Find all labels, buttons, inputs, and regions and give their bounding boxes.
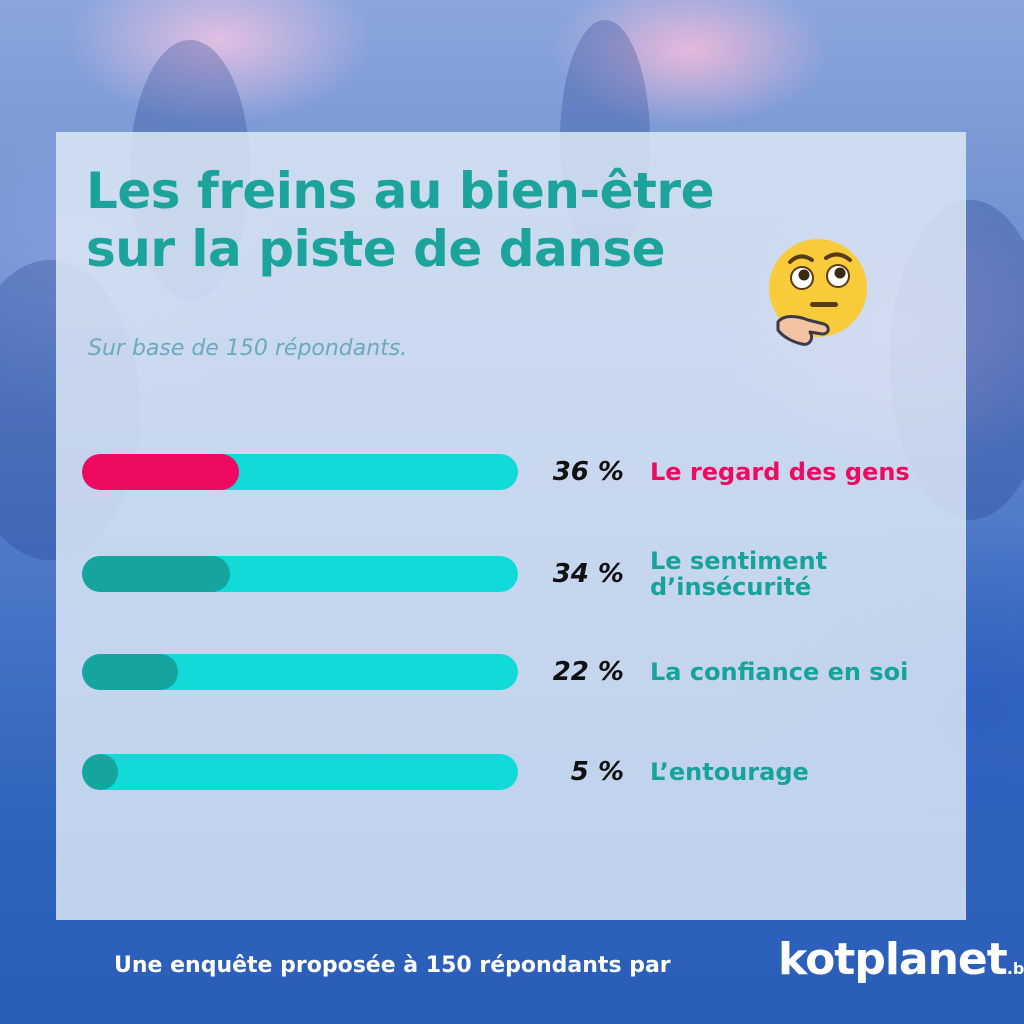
- kotplanet-logo: kotplanet.be: [778, 932, 1024, 997]
- chart-subtitle: Sur base de 150 répondants.: [88, 336, 408, 361]
- title-line-2: sur la piste de danse: [86, 220, 666, 278]
- logo-main: kotplanet: [778, 934, 1008, 985]
- page-title: Les freins au bien-être sur la piste de …: [86, 162, 786, 278]
- category-label-line: Le sentiment: [650, 547, 828, 575]
- bar-value-label: 22 %: [552, 657, 624, 687]
- category-label-line: L’entourage: [650, 758, 809, 786]
- bar-track: [82, 454, 518, 490]
- bar-track: [82, 654, 518, 690]
- title-line-1: Les freins au bien-être: [86, 162, 714, 220]
- bar-value-label: 5 %: [570, 757, 624, 787]
- footer-text: Une enquête proposée à 150 répondants pa…: [114, 953, 671, 978]
- category-label: L’entourage: [650, 759, 970, 785]
- bar-value-label: 36 %: [552, 457, 624, 487]
- bar-fill: [82, 654, 178, 690]
- bar-row: 36 % Le regard des gens: [82, 452, 982, 492]
- thinking-face-icon: [769, 239, 867, 346]
- category-label: La confiance en soi: [650, 659, 970, 685]
- bar-fill: [82, 556, 231, 592]
- logo-suffix: .be: [1006, 959, 1024, 978]
- bar-value-label: 34 %: [552, 559, 624, 589]
- bar-row: 5 % L’entourage: [82, 752, 982, 792]
- bar-fill: [82, 454, 239, 490]
- category-label-line: La confiance en soi: [650, 658, 909, 686]
- bar-track: [82, 556, 518, 592]
- bar-row: 22 % La confiance en soi: [82, 652, 982, 692]
- category-label: Le regard des gens: [650, 459, 970, 485]
- bar-fill: [82, 754, 118, 790]
- category-label-line: Le regard des gens: [650, 458, 910, 486]
- bar-track: [82, 754, 518, 790]
- category-label-line: d’insécurité: [650, 573, 812, 601]
- bar-row: 34 % Le sentiment d’insécurité: [82, 548, 982, 600]
- category-label: Le sentiment d’insécurité: [650, 548, 970, 600]
